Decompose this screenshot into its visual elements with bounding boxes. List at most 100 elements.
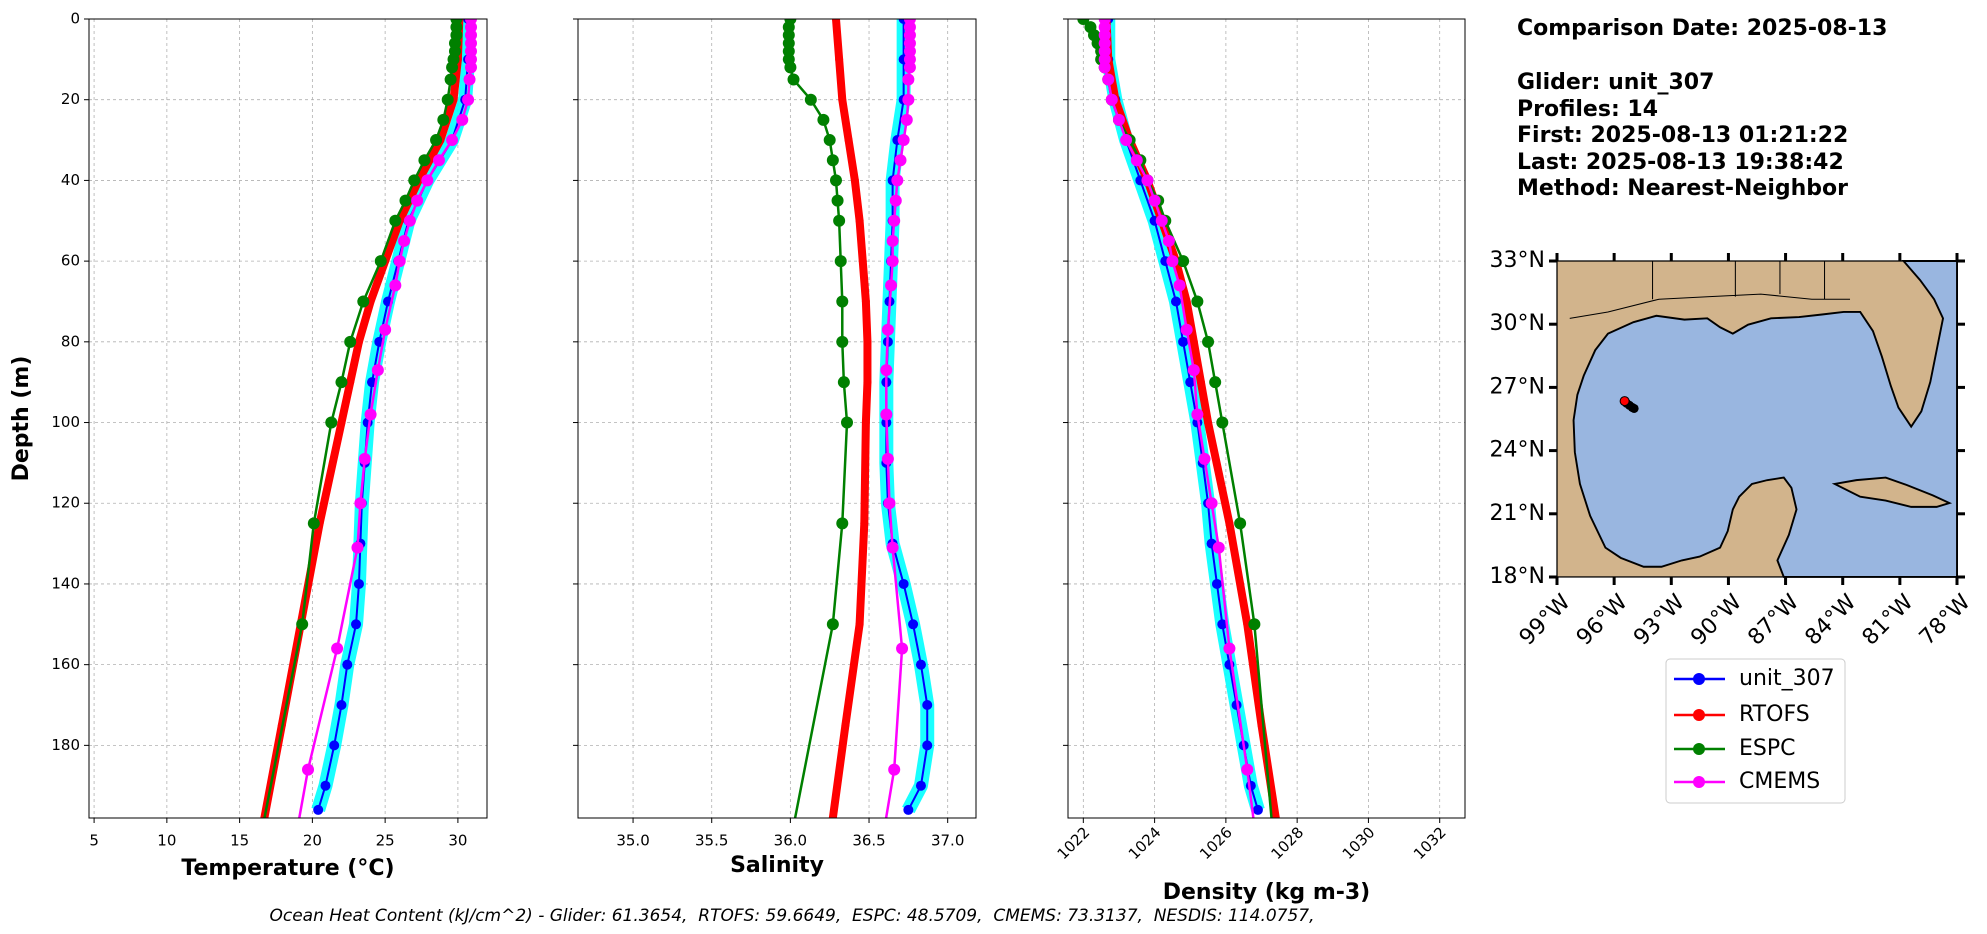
profile-marker	[1173, 279, 1186, 292]
profile-marker	[889, 194, 902, 207]
profile-marker	[1209, 376, 1222, 389]
glider-track-point	[1629, 403, 1639, 413]
profile-marker	[325, 416, 338, 429]
profile-marker	[1211, 578, 1222, 589]
profile-marker	[351, 619, 362, 630]
profile-marker	[441, 93, 454, 106]
profile-marker	[358, 452, 371, 465]
map-x-tick-label: 87°W	[1743, 590, 1804, 651]
x-tick-label: 1026	[1196, 823, 1236, 863]
model-location	[1619, 396, 1630, 407]
map-y-tick-label: 27°N	[1490, 374, 1545, 399]
profile-marker	[836, 335, 849, 348]
profile-marker	[1191, 295, 1204, 308]
profile-marker	[903, 61, 916, 74]
profile-marker	[335, 376, 348, 389]
map-x-tick-label: 90°W	[1686, 590, 1747, 651]
x-tick-label: 10	[157, 832, 176, 850]
profile-marker	[1105, 93, 1118, 106]
plot-area	[1077, 19, 1280, 832]
profile-marker	[885, 279, 898, 292]
profile-marker	[1182, 297, 1191, 306]
profile-marker	[838, 95, 847, 104]
profile-marker	[900, 113, 913, 126]
legend-label: CMEMS	[1739, 769, 1820, 794]
profile-marker	[1223, 642, 1236, 655]
profile-marker	[364, 408, 377, 421]
profile-marker	[408, 174, 421, 187]
footer: Ocean Heat Content (kJ/cm^2) - Glider: 6…	[269, 906, 1314, 926]
profile-marker	[880, 364, 893, 377]
map-x-tick-label: 81°W	[1858, 590, 1919, 651]
profile-marker	[858, 257, 867, 266]
profile-marker	[881, 323, 894, 336]
profile-marker	[863, 337, 872, 346]
info-line: Last: 2025-08-13 19:38:42	[1517, 150, 1844, 175]
info-line: Comparison Date: 2025-08-13	[1517, 16, 1887, 41]
profile-marker	[837, 376, 850, 389]
profile-marker	[836, 517, 849, 530]
profile-marker	[828, 814, 837, 818]
profile-marker	[313, 804, 324, 815]
profile-marker	[399, 194, 412, 207]
profile-marker	[1112, 113, 1125, 126]
legend-marker	[1693, 673, 1705, 685]
map-x-tick-label: 99°W	[1515, 590, 1576, 651]
profile-marker	[834, 255, 847, 268]
profile-marker	[418, 154, 431, 167]
profile-marker	[850, 176, 859, 185]
profile-marker	[302, 763, 315, 776]
profile-marker	[1202, 335, 1215, 348]
profile-marker	[886, 541, 899, 554]
profile-marker	[784, 61, 797, 74]
profile-marker	[393, 255, 406, 268]
profile-marker	[1177, 255, 1190, 268]
profile-marker	[292, 820, 304, 832]
profile-marker	[1241, 763, 1254, 776]
profile-marker	[863, 378, 872, 387]
profile-marker	[1248, 820, 1260, 832]
profile-marker	[922, 700, 933, 711]
profile-marker	[787, 73, 800, 86]
profile-marker	[1120, 134, 1133, 147]
profile-marker	[411, 194, 424, 207]
profile-marker	[1217, 619, 1228, 630]
y-tick-label: 160	[51, 655, 80, 673]
profile-marker	[257, 820, 269, 832]
profile-marker	[346, 378, 355, 387]
y-axis-label: Depth (m)	[9, 356, 34, 482]
axes-frame	[577, 18, 977, 819]
profile-marker	[915, 659, 926, 670]
map-y-tick-label: 33°N	[1490, 248, 1545, 273]
x-tick-label: 30	[448, 832, 467, 850]
profile-marker	[829, 174, 842, 187]
x-tick-label: 15	[230, 832, 249, 850]
profile-marker	[1185, 377, 1196, 388]
profile-marker	[357, 295, 370, 308]
profile-marker	[894, 154, 907, 167]
profile-marker	[463, 73, 476, 86]
profile-marker	[1204, 418, 1213, 427]
y-tick-label: 120	[51, 494, 80, 512]
legend-box	[1665, 658, 1846, 804]
profile-marker	[371, 364, 384, 377]
legend-marker	[1693, 776, 1705, 788]
profile-marker	[888, 763, 901, 776]
profile-marker	[836, 295, 849, 308]
profile-marker	[902, 93, 915, 106]
profile-marker	[329, 740, 340, 751]
x-tick-label: 35.0	[616, 832, 649, 850]
profile-marker	[296, 618, 309, 631]
profile-marker	[1198, 452, 1211, 465]
profile-marker	[817, 113, 830, 126]
profile-marker	[1162, 234, 1175, 247]
profile-marker	[915, 780, 926, 791]
profile-marker	[888, 214, 901, 227]
x-tick-label: 25	[376, 832, 395, 850]
profile-marker	[855, 216, 864, 225]
profile-marker	[354, 337, 363, 346]
profile-marker	[1148, 194, 1161, 207]
map-borders	[1569, 261, 1851, 319]
profile-marker	[1271, 814, 1280, 818]
